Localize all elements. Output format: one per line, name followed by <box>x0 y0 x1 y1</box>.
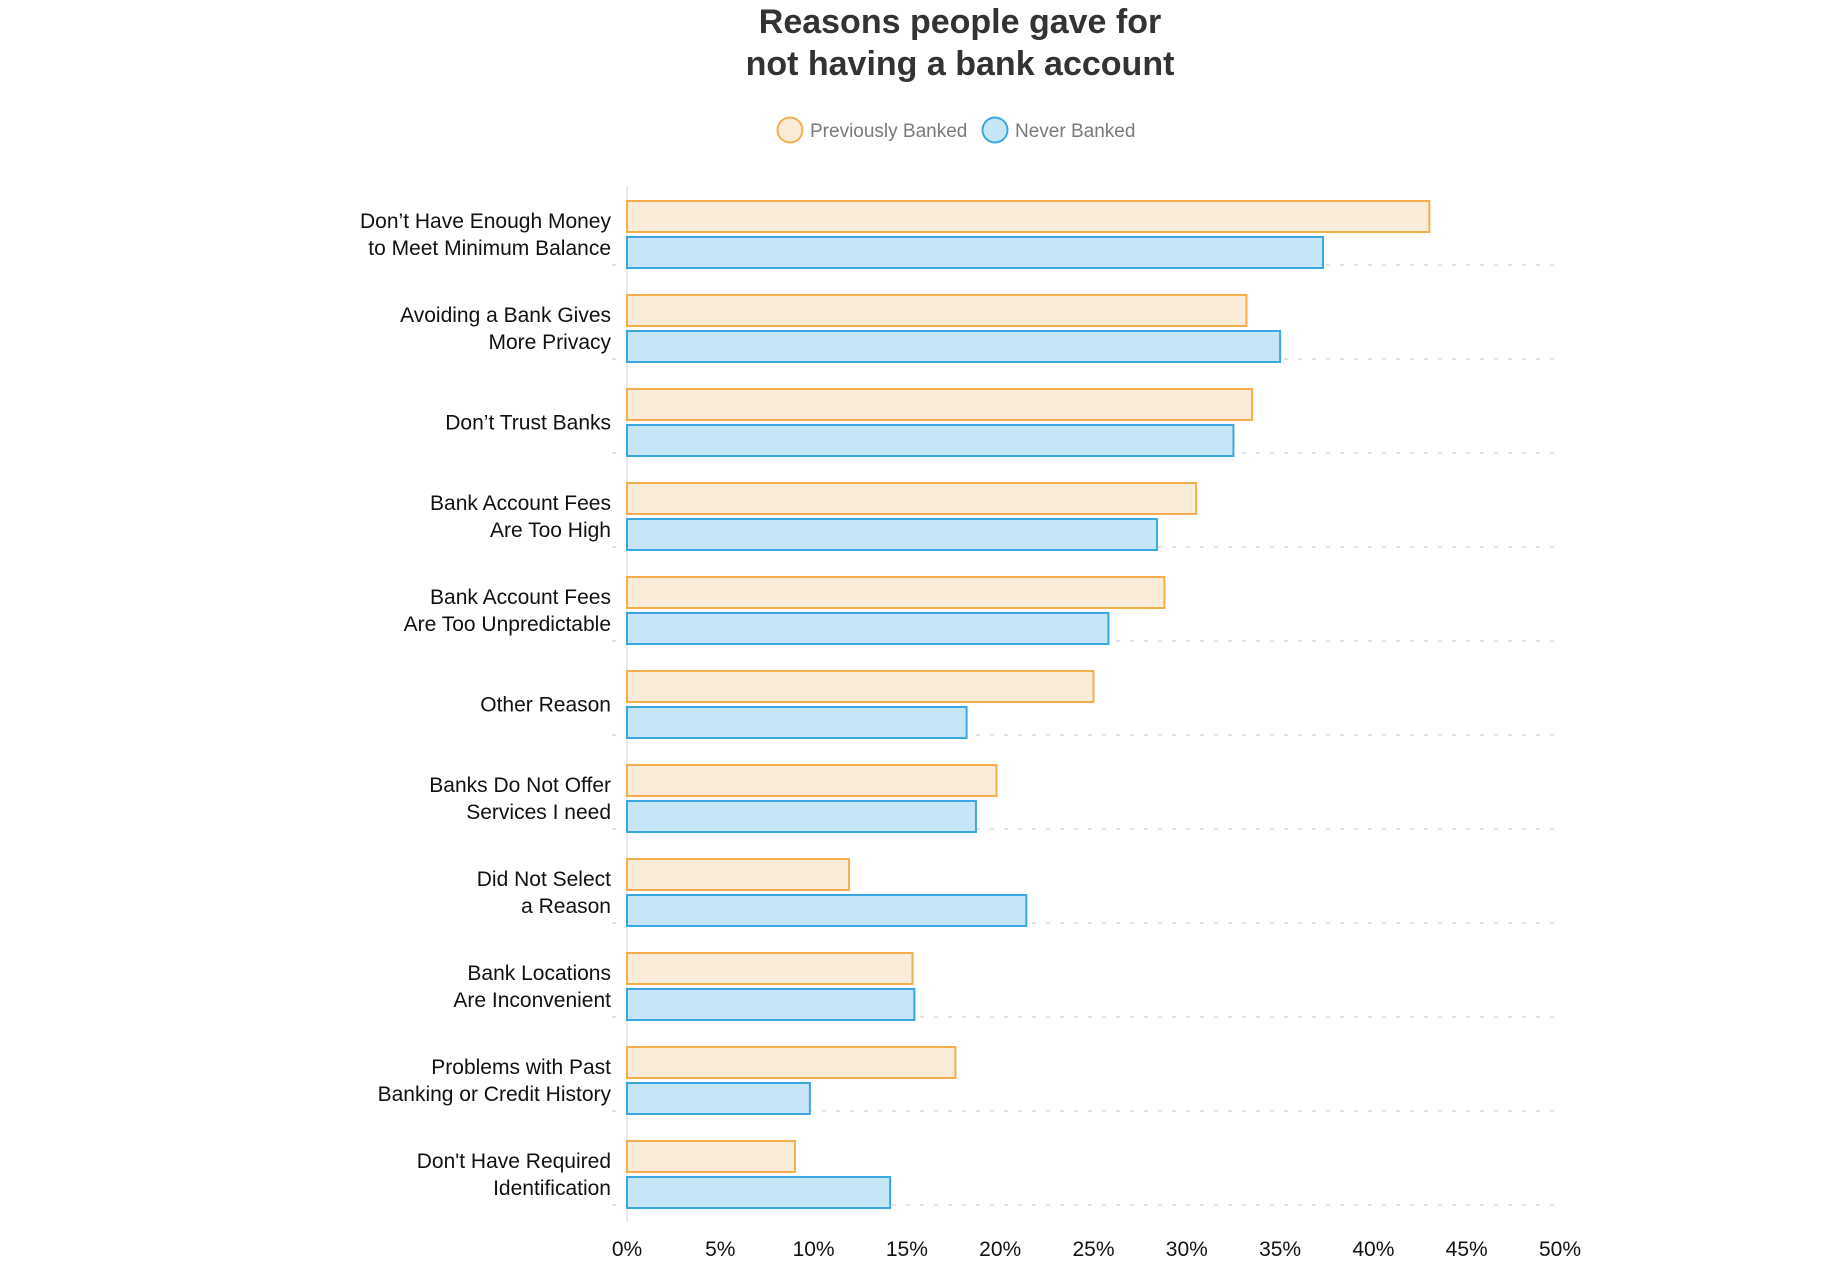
category-label: Are Too Unpredictable <box>404 613 611 636</box>
bar-previously-banked <box>626 858 851 891</box>
x-tick-label: 30% <box>1166 1238 1208 1261</box>
category-label: Bank Locations <box>467 962 611 985</box>
bar-previously-banked <box>626 1140 796 1173</box>
category-label: to Meet Minimum Balance <box>368 237 611 260</box>
x-tick-label: 50% <box>1539 1238 1581 1261</box>
category-label: Banks Do Not Offer <box>429 774 611 797</box>
legend-swatch <box>776 116 804 144</box>
bar-never-banked <box>626 518 1158 551</box>
bar-never-banked <box>626 612 1110 645</box>
bar-previously-banked <box>626 200 1431 233</box>
x-tick-label: 25% <box>1072 1238 1114 1261</box>
x-tick-label: 10% <box>793 1238 835 1261</box>
bar-previously-banked <box>626 294 1248 327</box>
legend: Previously Banked Never Banked <box>776 116 1135 144</box>
category-label: Did Not Select <box>477 868 611 891</box>
x-tick-label: 20% <box>979 1238 1021 1261</box>
category-label: Bank Account Fees <box>430 492 611 515</box>
bar-previously-banked <box>626 952 914 985</box>
bar-previously-banked <box>626 1046 957 1079</box>
bar-never-banked <box>626 236 1325 269</box>
bar-never-banked <box>626 800 977 833</box>
category-label: Don’t Have Enough Money <box>360 210 611 233</box>
category-label: Services I need <box>466 801 611 824</box>
x-tick-label: 45% <box>1446 1238 1488 1261</box>
legend-label: Previously Banked <box>810 121 967 142</box>
category-label: Are Too High <box>490 519 611 542</box>
bar-never-banked <box>626 706 968 739</box>
bar-previously-banked <box>626 670 1095 703</box>
bar-never-banked <box>626 1176 892 1209</box>
bar-never-banked <box>626 330 1282 363</box>
category-label: More Privacy <box>488 331 611 354</box>
bar-previously-banked <box>626 388 1254 421</box>
category-labels: Don’t Have Enough Money to Meet Minimum B… <box>360 210 611 1200</box>
legend-swatch <box>981 116 1009 144</box>
category-label: Problems with Past <box>431 1056 611 1079</box>
x-tick-label: 40% <box>1352 1238 1394 1261</box>
chart-title: Reasons people gave for not having a bank… <box>746 3 1175 83</box>
category-label: Don't Have Required <box>417 1150 611 1173</box>
x-axis-ticks: 0% 5% 10% 15% 20% 25% 30% 35% 40% 45% 50% <box>612 1238 1581 1261</box>
chart-title-line: Reasons people gave for <box>759 3 1161 41</box>
bar-previously-banked <box>626 764 998 797</box>
legend-label: Never Banked <box>1015 121 1135 142</box>
x-tick-label: 0% <box>612 1238 642 1261</box>
category-label: Bank Account Fees <box>430 586 611 609</box>
category-label: a Reason <box>521 895 611 918</box>
x-tick-label: 15% <box>886 1238 928 1261</box>
category-label: Identification <box>493 1177 611 1200</box>
x-tick-label: 35% <box>1259 1238 1301 1261</box>
bars <box>626 200 1431 1209</box>
category-label: Are Inconvenient <box>453 989 611 1012</box>
bar-never-banked <box>626 894 1028 927</box>
bar-never-banked <box>626 1082 811 1115</box>
category-label: Avoiding a Bank Gives <box>400 304 611 327</box>
bar-never-banked <box>626 988 916 1021</box>
chart-title-line: not having a bank account <box>746 45 1175 83</box>
bar-previously-banked <box>626 482 1198 515</box>
category-label: Don’t Trust Banks <box>445 412 611 435</box>
bar-never-banked <box>626 424 1235 457</box>
bar-previously-banked <box>626 576 1166 609</box>
x-tick-label: 5% <box>705 1238 735 1261</box>
category-label: Banking or Credit History <box>378 1083 612 1106</box>
category-label: Other Reason <box>480 694 611 717</box>
